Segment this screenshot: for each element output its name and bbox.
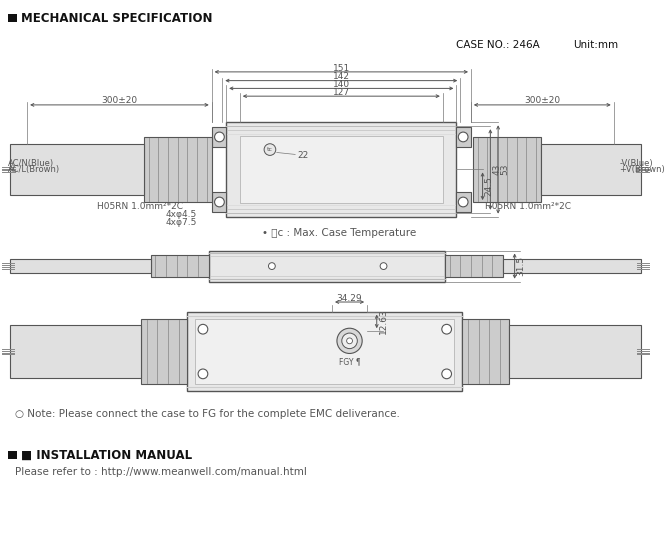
Text: 127: 127 [333,88,350,97]
Bar [473,137,541,202]
Circle shape [458,132,468,142]
Text: +V(Brown): +V(Brown) [620,166,665,174]
Text: 31.5: 31.5 [517,256,525,276]
Text: ○ Note: Please connect the case to FG for the complete EMC deliverance.: ○ Note: Please connect the case to FG fo… [15,409,399,419]
Bar [445,256,503,277]
Bar [212,127,226,147]
Bar [212,192,226,212]
Circle shape [214,132,224,142]
Text: tc: tc [267,147,273,152]
Circle shape [346,338,352,344]
Bar [143,137,212,202]
Text: AC/N(Blue): AC/N(Blue) [8,159,54,168]
Bar [151,256,209,277]
Text: Please refer to : http://www.meanwell.com/manual.html: Please refer to : http://www.meanwell.co… [15,467,306,477]
Text: FGY ¶: FGY ¶ [338,358,360,367]
Text: Unit:mm: Unit:mm [573,40,618,49]
Bar [195,320,454,384]
Circle shape [214,197,224,207]
Bar [456,127,471,147]
Circle shape [458,197,468,207]
Bar [509,325,641,378]
Circle shape [337,328,362,353]
Text: H05RN 1.0mm²*2C: H05RN 1.0mm²*2C [486,202,572,211]
Text: 151: 151 [333,63,350,73]
Text: 142: 142 [333,72,350,81]
Bar [9,144,143,195]
Text: 300±20: 300±20 [101,96,137,104]
Text: CASE NO.: 246A: CASE NO.: 246A [456,40,540,49]
Text: 4xφ7.5: 4xφ7.5 [165,218,196,227]
Circle shape [342,333,357,349]
Bar [8,451,17,459]
Bar [188,312,462,391]
Text: ■ INSTALLATION MANUAL: ■ INSTALLATION MANUAL [21,449,192,462]
Bar [456,192,471,212]
Text: MECHANICAL SPECIFICATION: MECHANICAL SPECIFICATION [21,12,213,25]
Text: 4xφ4.5: 4xφ4.5 [165,210,196,219]
Circle shape [442,369,452,379]
Text: -V(Blue): -V(Blue) [620,159,653,168]
Bar [209,251,445,281]
Text: • Ⓣc : Max. Case Temperature: • Ⓣc : Max. Case Temperature [262,228,417,238]
Bar [503,259,641,273]
Circle shape [198,324,208,334]
Text: 140: 140 [333,80,350,89]
Circle shape [442,324,452,334]
Text: 24.5: 24.5 [484,176,494,196]
Text: 300±20: 300±20 [524,96,560,104]
Bar [240,136,443,203]
Bar [541,144,641,195]
Text: 34.29: 34.29 [337,294,362,303]
Text: AC/L(Brown): AC/L(Brown) [8,166,60,174]
Text: 12.63: 12.63 [379,309,388,334]
Circle shape [269,263,275,270]
Bar [462,320,509,384]
Bar [141,320,188,384]
Bar [8,13,17,23]
Bar [226,122,456,217]
Bar [9,259,151,273]
Text: 22: 22 [297,151,308,160]
Text: 43: 43 [492,164,501,175]
Circle shape [380,263,387,270]
Bar [9,325,141,378]
Text: 53: 53 [500,164,509,175]
Circle shape [198,369,208,379]
Text: H05RN 1.0mm²*2C: H05RN 1.0mm²*2C [97,202,183,211]
Circle shape [264,144,276,155]
